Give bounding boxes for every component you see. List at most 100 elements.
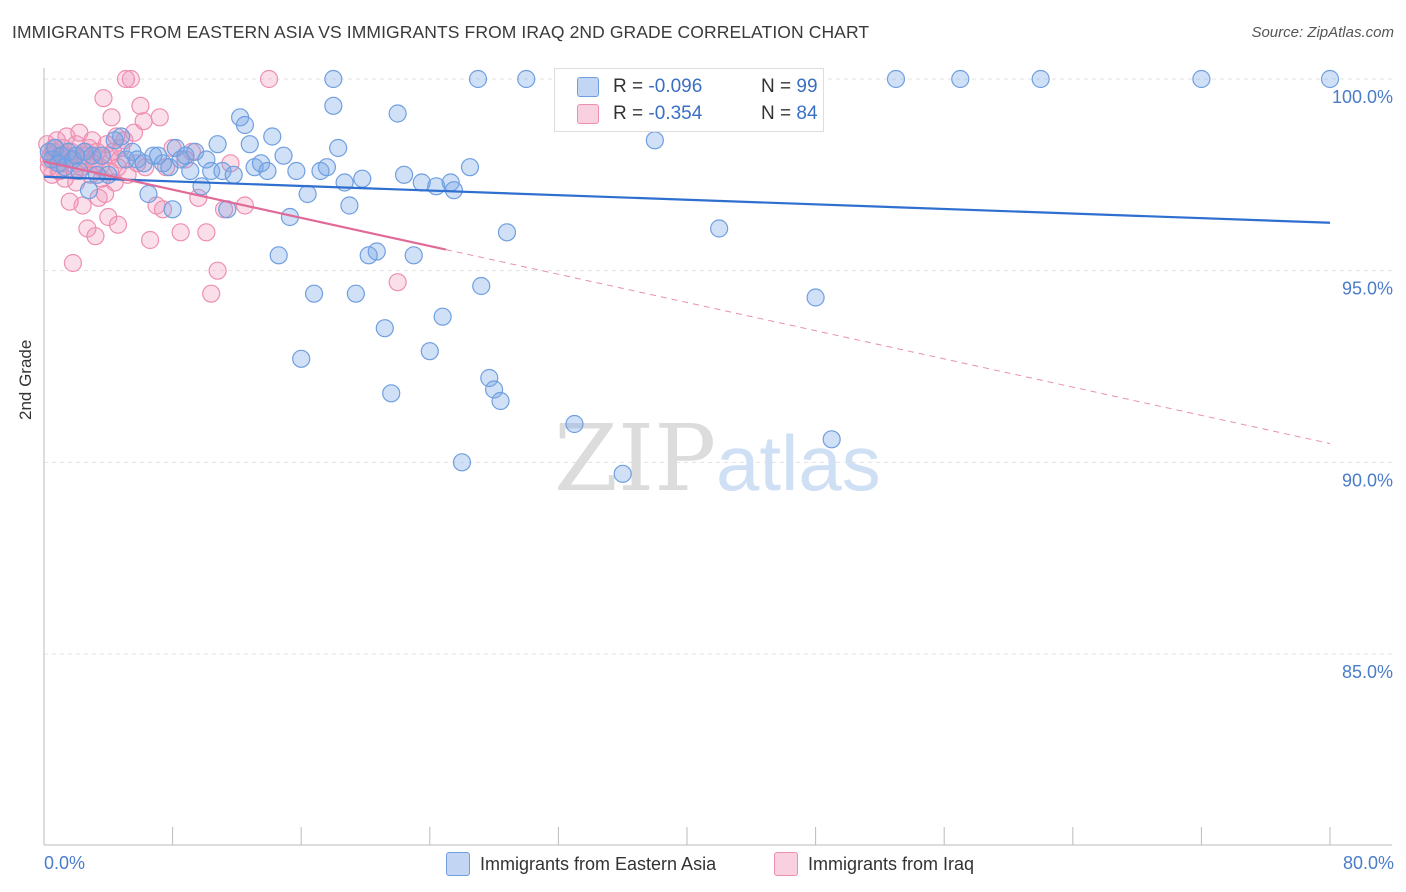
iraq-point	[116, 69, 136, 89]
iraq-point	[202, 284, 221, 303]
x-tick-label-min: 0.0%	[44, 853, 86, 873]
eastern-asia-point	[324, 69, 343, 89]
eastern-asia-point	[565, 414, 584, 434]
eastern-asia-point	[224, 165, 243, 184]
legend-r-blue: R = -0.096	[613, 76, 703, 97]
eastern-asia-point	[287, 161, 306, 181]
y-axis-label: 2nd Grade	[16, 339, 35, 420]
eastern-asia-point	[340, 196, 359, 215]
eastern-asia-point	[460, 158, 480, 177]
eastern-asia-point	[240, 135, 259, 154]
eastern-asia-point	[235, 115, 255, 135]
iraq-point	[197, 223, 216, 242]
eastern-asia-point	[269, 246, 288, 265]
eastern-asia-point	[274, 146, 293, 165]
eastern-asia-point	[645, 131, 664, 150]
eastern-asia-trend	[43, 175, 1331, 224]
eastern-asia-point	[710, 219, 729, 238]
eastern-asia-point	[79, 181, 99, 200]
eastern-asia-point	[822, 430, 841, 449]
iraq-point	[73, 196, 92, 215]
eastern-asia-point	[375, 319, 394, 338]
eastern-asia-point	[433, 307, 452, 326]
eastern-asia-point	[304, 284, 324, 303]
gridlines	[44, 78, 1392, 655]
eastern-asia-point	[163, 200, 182, 219]
iraq-point	[134, 112, 153, 131]
iraq-point	[121, 69, 140, 89]
eastern-asia-point	[517, 69, 536, 89]
eastern-asia-point	[382, 384, 401, 403]
eastern-asia-point	[886, 69, 906, 89]
legend-r-pink: R = -0.354	[613, 103, 703, 124]
watermark-zip: ZIP	[554, 405, 716, 512]
eastern-asia-point	[112, 127, 131, 146]
y-tick-label: 95.0%	[1342, 279, 1393, 299]
iraq-point	[102, 108, 121, 127]
eastern-asia-point	[166, 138, 185, 158]
eastern-asia-point	[263, 127, 282, 146]
eastern-asia-point	[292, 349, 311, 368]
legend-n-pink: N = 84	[761, 103, 818, 124]
watermark: ZIP atlas	[554, 405, 881, 512]
eastern-asia-point	[1031, 69, 1050, 89]
eastern-asia-point	[367, 242, 386, 261]
eastern-asia-point	[134, 154, 153, 173]
eastern-asia-point	[353, 169, 372, 188]
eastern-asia-point	[197, 150, 216, 169]
eastern-asia-point	[420, 342, 439, 361]
eastern-asia-point	[208, 135, 227, 154]
eastern-asia-point	[613, 464, 632, 483]
legend-label-iraq: Immigrants from Iraq	[808, 853, 975, 874]
eastern-asia-point	[346, 284, 365, 303]
iraq-point	[208, 261, 227, 280]
eastern-asia-point	[192, 177, 211, 196]
eastern-asia-point	[951, 69, 970, 89]
eastern-asia-point	[298, 184, 317, 204]
eastern-asia-point	[468, 69, 488, 89]
eastern-asia-point	[497, 223, 517, 242]
iraq-point	[140, 230, 160, 250]
y-tick-label: 90.0%	[1342, 470, 1393, 490]
eastern-asia-point	[329, 138, 348, 158]
eastern-asia-point	[258, 161, 277, 181]
iraq-point	[150, 108, 169, 127]
chart-title: IMMIGRANTS FROM EASTERN ASIA VS IMMIGRAN…	[12, 22, 870, 42]
eastern-asia-point	[1192, 69, 1211, 89]
iraq-point	[388, 273, 407, 292]
y-tick-label: 100.0%	[1332, 87, 1393, 107]
eastern-asia-point	[139, 184, 158, 204]
eastern-asia-point	[317, 158, 337, 177]
y-tick-label: 85.0%	[1342, 662, 1393, 682]
iraq-point	[259, 69, 279, 89]
eastern-asia-point	[1320, 69, 1340, 89]
eastern-asia-point	[491, 391, 510, 411]
iraq-point	[63, 253, 83, 273]
legend-swatch-iraq	[774, 852, 798, 876]
trend-lines	[43, 160, 1331, 445]
series-legend: Immigrants from Eastern Asia Immigrants …	[0, 852, 1406, 878]
watermark-atlas: atlas	[716, 419, 881, 507]
iraq-point	[86, 227, 105, 246]
correlation-legend: R = -0.096 N = 99 R = -0.354 N = 84	[554, 68, 824, 132]
legend-swatch-eastern-asia	[446, 852, 470, 876]
legend-swatch-blue	[577, 77, 599, 97]
legend-item-iraq: Immigrants from Iraq	[774, 852, 974, 876]
source-label: Source: ZipAtlas.com	[1251, 24, 1394, 41]
iraq-point	[108, 215, 128, 234]
legend-swatch-pink	[577, 104, 599, 124]
iraq-point	[131, 96, 150, 115]
eastern-asia-point	[806, 288, 825, 307]
eastern-asia-point	[324, 96, 343, 115]
iraq-point	[153, 200, 173, 219]
y-tick-labels: 85.0% 90.0% 95.0% 100.0%	[1332, 87, 1393, 682]
eastern-asia-point	[144, 146, 163, 165]
iraq-point	[94, 89, 113, 108]
eastern-asia-point	[472, 276, 491, 296]
iraq-point	[99, 207, 118, 227]
x-tick-label-max: 80.0%	[1342, 853, 1394, 873]
iraq-trend-extension	[445, 249, 1331, 445]
iraq-trend	[43, 160, 447, 251]
iraq-point	[171, 223, 190, 242]
